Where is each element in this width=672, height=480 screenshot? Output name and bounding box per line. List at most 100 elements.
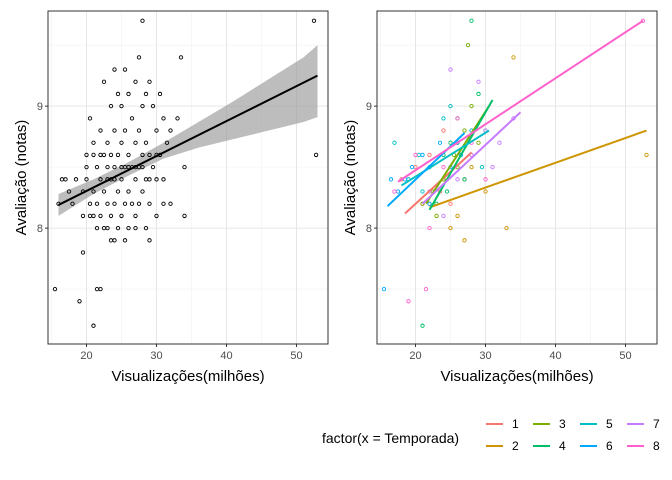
left-data-point — [101, 189, 107, 194]
right-y-tick-label: 8 — [366, 223, 372, 235]
left-data-point — [91, 152, 96, 158]
left-data-point — [105, 140, 110, 145]
left-data-point — [133, 177, 138, 182]
left-data-point — [119, 164, 124, 170]
right-panel-border — [376, 10, 658, 345]
right-y-tick-label: 9 — [366, 101, 372, 113]
right-data-point-season-3 — [434, 213, 439, 219]
right-data-point-season-2 — [455, 213, 460, 219]
right-fit-line-season-8 — [397, 19, 644, 183]
right-data-point-season-2 — [448, 225, 453, 231]
left-data-point — [182, 164, 187, 170]
left-data-point — [80, 250, 86, 255]
right-x-axis-title: Visualizações(milhões) — [440, 368, 593, 385]
left-data-point — [122, 67, 128, 72]
left-data-point — [140, 103, 145, 109]
left-data-point — [122, 238, 128, 243]
right-data-point-season-4 — [469, 18, 474, 23]
left-data-point — [115, 91, 121, 97]
left-data-point — [108, 152, 114, 158]
right-fit-line-season-6 — [386, 132, 466, 207]
left-data-point — [147, 201, 152, 206]
right-data-point-season-3 — [462, 128, 467, 133]
left-data-point — [80, 213, 86, 219]
left-data-point — [147, 152, 152, 158]
left-data-point — [311, 18, 317, 23]
left-data-point — [112, 164, 117, 170]
left-data-point — [98, 152, 103, 158]
right-data-point-season-8 — [392, 189, 397, 194]
right-data-point-season-1 — [427, 152, 432, 158]
left-data-point — [52, 286, 58, 292]
right-data-point-season-2 — [504, 225, 509, 231]
left-data-point — [136, 128, 142, 133]
right-fit-line-season-3 — [425, 105, 490, 205]
left-data-point — [101, 225, 107, 231]
left-data-point — [105, 164, 110, 170]
left-data-point — [143, 140, 149, 145]
legend-label-season-7: 7 — [653, 417, 660, 431]
left-data-point — [136, 201, 142, 206]
left-data-point — [133, 225, 138, 231]
right-data-point-season-4 — [476, 91, 481, 97]
right-data-point-season-2 — [511, 55, 516, 60]
right-panel: 20 30 40 50 8 9 Visualizações(milhões) Avaliaçã… — [342, 10, 658, 385]
left-data-point — [161, 116, 166, 121]
left-data-point — [91, 189, 96, 194]
left-data-point — [98, 286, 103, 292]
left-data-point — [147, 238, 152, 243]
right-x-tick-label: 30 — [479, 350, 491, 362]
legend-title: factor(x = Temporada) — [322, 430, 459, 446]
legend-label-season-3: 3 — [559, 417, 566, 431]
left-data-point — [140, 152, 145, 158]
right-data-point-season-7 — [497, 140, 502, 145]
left-data-point — [133, 213, 138, 219]
left-data-point — [112, 67, 117, 72]
left-data-point — [175, 116, 180, 121]
right-data-point-season-6 — [381, 286, 387, 292]
right-axes: 20 30 40 50 8 9 Visualizações(milhões) Avaliaçã… — [342, 101, 632, 385]
right-data-point-season-7 — [455, 177, 460, 182]
left-data-point — [150, 164, 156, 170]
left-data-point — [143, 177, 149, 182]
right-data-point-season-2 — [644, 152, 649, 158]
left-data-point — [133, 79, 138, 84]
left-data-point — [154, 213, 159, 219]
right-data-point-season-4 — [444, 189, 450, 194]
left-data-point — [313, 152, 319, 158]
right-data-point-season-8 — [483, 177, 488, 182]
right-data-point-season-6 — [409, 164, 415, 170]
left-data-point — [91, 323, 96, 328]
left-grid — [48, 11, 328, 344]
right-data-point-season-6 — [388, 177, 394, 182]
left-y-tick-label: 8 — [37, 223, 43, 235]
left-data-point — [87, 201, 93, 206]
right-data-point-season-5 — [479, 164, 485, 170]
left-data-point — [87, 213, 93, 219]
left-data-point — [140, 18, 145, 23]
left-data-point — [112, 128, 117, 133]
right-data-point-season-3 — [465, 43, 471, 48]
right-fit-line-season-5 — [400, 129, 490, 187]
left-data-point — [122, 128, 128, 133]
left-data-point — [164, 140, 170, 145]
left-data-point — [140, 189, 145, 194]
left-data-point — [101, 152, 107, 158]
left-data-point — [98, 213, 103, 219]
legend-label-season-5: 5 — [606, 417, 613, 431]
right-data-point-season-3 — [476, 140, 481, 145]
left-data-point — [84, 152, 89, 158]
left-data-point — [161, 177, 166, 182]
left-data-point — [87, 116, 93, 121]
left-data-point — [98, 128, 103, 133]
left-data-point — [105, 201, 110, 206]
right-data-point-season-8 — [413, 152, 418, 158]
left-data-point — [108, 213, 114, 219]
right-data-point-season-6 — [395, 189, 401, 194]
left-data-point — [150, 103, 156, 109]
left-data-point — [178, 55, 184, 60]
left-x-tick-label: 20 — [80, 350, 92, 362]
left-y-axis-title: Avaliação (notas) — [13, 120, 30, 236]
right-data-point-season-5 — [392, 140, 397, 145]
